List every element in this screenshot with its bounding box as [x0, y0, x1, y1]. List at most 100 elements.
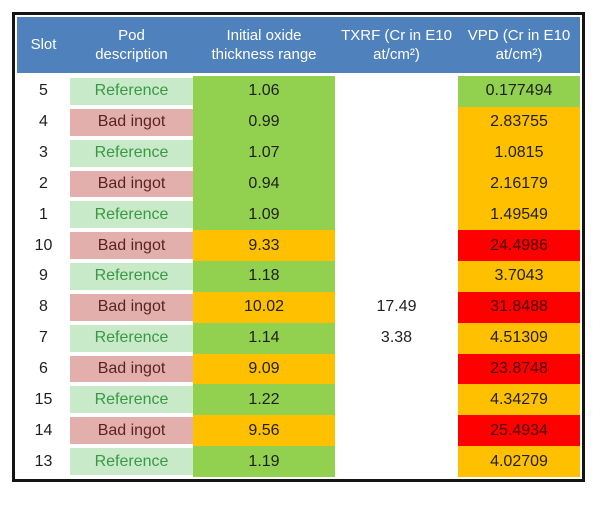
vpd-cell: 25.4934 [458, 415, 580, 447]
oxide-cell: 9.09 [193, 353, 335, 385]
pod-label: Bad ingot [70, 232, 193, 260]
oxide-cell: 1.19 [193, 446, 335, 477]
table-body: 5 Reference 1.06 0.177494 4 Bad ingot 0.… [17, 76, 580, 477]
txrf-cell [335, 169, 458, 200]
pod-label: Reference [70, 263, 193, 290]
table-row: 14 Bad ingot 9.56 25.4934 [17, 415, 580, 447]
pod-cell: Reference [70, 199, 193, 231]
pod-cell: Bad ingot [70, 353, 193, 385]
header-txrf: TXRF (Cr in E10 at/cm²) [341, 26, 452, 63]
vpd-cell: 2.83755 [458, 106, 580, 138]
vpd-cell: 31.8488 [458, 291, 580, 323]
txrf-cell [335, 446, 458, 477]
table-row: 7 Reference 1.14 3.38 4.51309 [17, 322, 580, 354]
slot-cell: 5 [39, 82, 48, 100]
vpd-cell: 2.16179 [458, 168, 580, 200]
pod-label: Bad ingot [70, 293, 193, 321]
slot-cell: 3 [39, 144, 48, 162]
txrf-cell [335, 107, 458, 138]
pod-cell: Bad ingot [70, 415, 193, 447]
table-header-row: Slot Pod description Initial oxide thick… [17, 17, 580, 73]
pod-cell: Reference [70, 261, 193, 292]
table-row: 5 Reference 1.06 0.177494 [17, 76, 580, 107]
txrf-cell [335, 199, 458, 230]
oxide-cell: 1.06 [193, 76, 335, 107]
slot-cell: 14 [34, 421, 53, 439]
pod-cell: Reference [70, 384, 193, 416]
oxide-cell: 9.33 [193, 230, 335, 262]
table-row: 3 Reference 1.07 1.0815 [17, 137, 580, 169]
slot-cell: 7 [39, 329, 48, 347]
vpd-cell: 1.0815 [458, 137, 580, 169]
txrf-cell [335, 230, 458, 261]
pod-label: Bad ingot [70, 170, 193, 198]
vpd-cell: 4.34279 [458, 384, 580, 416]
pod-label: Bad ingot [70, 108, 193, 136]
txrf-cell [335, 76, 458, 107]
pod-label: Reference [70, 201, 193, 229]
pod-label: Reference [70, 78, 193, 105]
pod-label: Reference [70, 448, 193, 475]
oxide-cell: 1.07 [193, 137, 335, 169]
oxide-cell: 1.09 [193, 199, 335, 231]
txrf-cell: 3.38 [380, 329, 413, 347]
slot-cell: 2 [39, 174, 48, 192]
vpd-cell: 4.51309 [458, 322, 580, 354]
oxide-cell: 10.02 [193, 291, 335, 323]
oxide-cell: 1.18 [193, 261, 335, 292]
table-row: 10 Bad ingot 9.33 24.4986 [17, 230, 580, 262]
txrf-cell [335, 354, 458, 385]
slot-cell: 1 [39, 205, 48, 223]
txrf-cell [335, 384, 458, 415]
pod-cell: Bad ingot [70, 230, 193, 262]
txrf-cell [335, 415, 458, 446]
vpd-cell: 1.49549 [458, 199, 580, 231]
vpd-cell: 3.7043 [458, 261, 580, 292]
slot-cell: 10 [34, 236, 53, 254]
slot-cell: 8 [39, 298, 48, 316]
pod-cell: Reference [70, 137, 193, 169]
table-row: 1 Reference 1.09 1.49549 [17, 199, 580, 231]
txrf-cell: 17.49 [376, 298, 417, 316]
table-row: 9 Reference 1.18 3.7043 [17, 261, 580, 292]
slot-cell: 13 [34, 452, 53, 470]
pod-cell: Bad ingot [70, 168, 193, 200]
header-slot: Slot [30, 36, 57, 54]
header-initial-oxide: Initial oxide thickness range [211, 26, 317, 63]
pod-label: Reference [70, 386, 193, 414]
table-row: 13 Reference 1.19 4.02709 [17, 446, 580, 477]
oxide-cell: 1.22 [193, 384, 335, 416]
pod-cell: Bad ingot [70, 291, 193, 323]
slot-cell: 4 [39, 113, 48, 131]
pod-cell: Bad ingot [70, 106, 193, 138]
oxide-cell: 0.99 [193, 106, 335, 138]
oxide-cell: 0.94 [193, 168, 335, 200]
txrf-cell [335, 138, 458, 169]
slot-cell: 9 [39, 267, 48, 285]
table-row: 6 Bad ingot 9.09 23.8748 [17, 353, 580, 385]
table-row: 15 Reference 1.22 4.34279 [17, 384, 580, 416]
slot-cell: 6 [39, 360, 48, 378]
pod-cell: Reference [70, 322, 193, 354]
oxide-cell: 1.14 [193, 322, 335, 354]
pod-cell: Reference [70, 446, 193, 477]
vpd-cell: 0.177494 [458, 76, 580, 107]
pod-cell: Reference [70, 76, 193, 107]
table-row: 8 Bad ingot 10.02 17.49 31.8488 [17, 291, 580, 323]
slot-cell: 15 [34, 390, 53, 408]
pod-label: Bad ingot [70, 417, 193, 445]
pod-label: Bad ingot [70, 355, 193, 383]
vpd-cell: 23.8748 [458, 353, 580, 385]
header-pod-description: Pod description [95, 26, 168, 63]
pod-label: Reference [70, 139, 193, 167]
oxide-cell: 9.56 [193, 415, 335, 447]
table-row: 2 Bad ingot 0.94 2.16179 [17, 168, 580, 200]
contamination-table: Slot Pod description Initial oxide thick… [12, 12, 585, 482]
vpd-cell: 4.02709 [458, 446, 580, 477]
table-row: 4 Bad ingot 0.99 2.83755 [17, 106, 580, 138]
txrf-cell [335, 261, 458, 292]
vpd-cell: 24.4986 [458, 230, 580, 262]
pod-label: Reference [70, 324, 193, 352]
header-vpd: VPD (Cr in E10 at/cm²) [467, 26, 571, 63]
